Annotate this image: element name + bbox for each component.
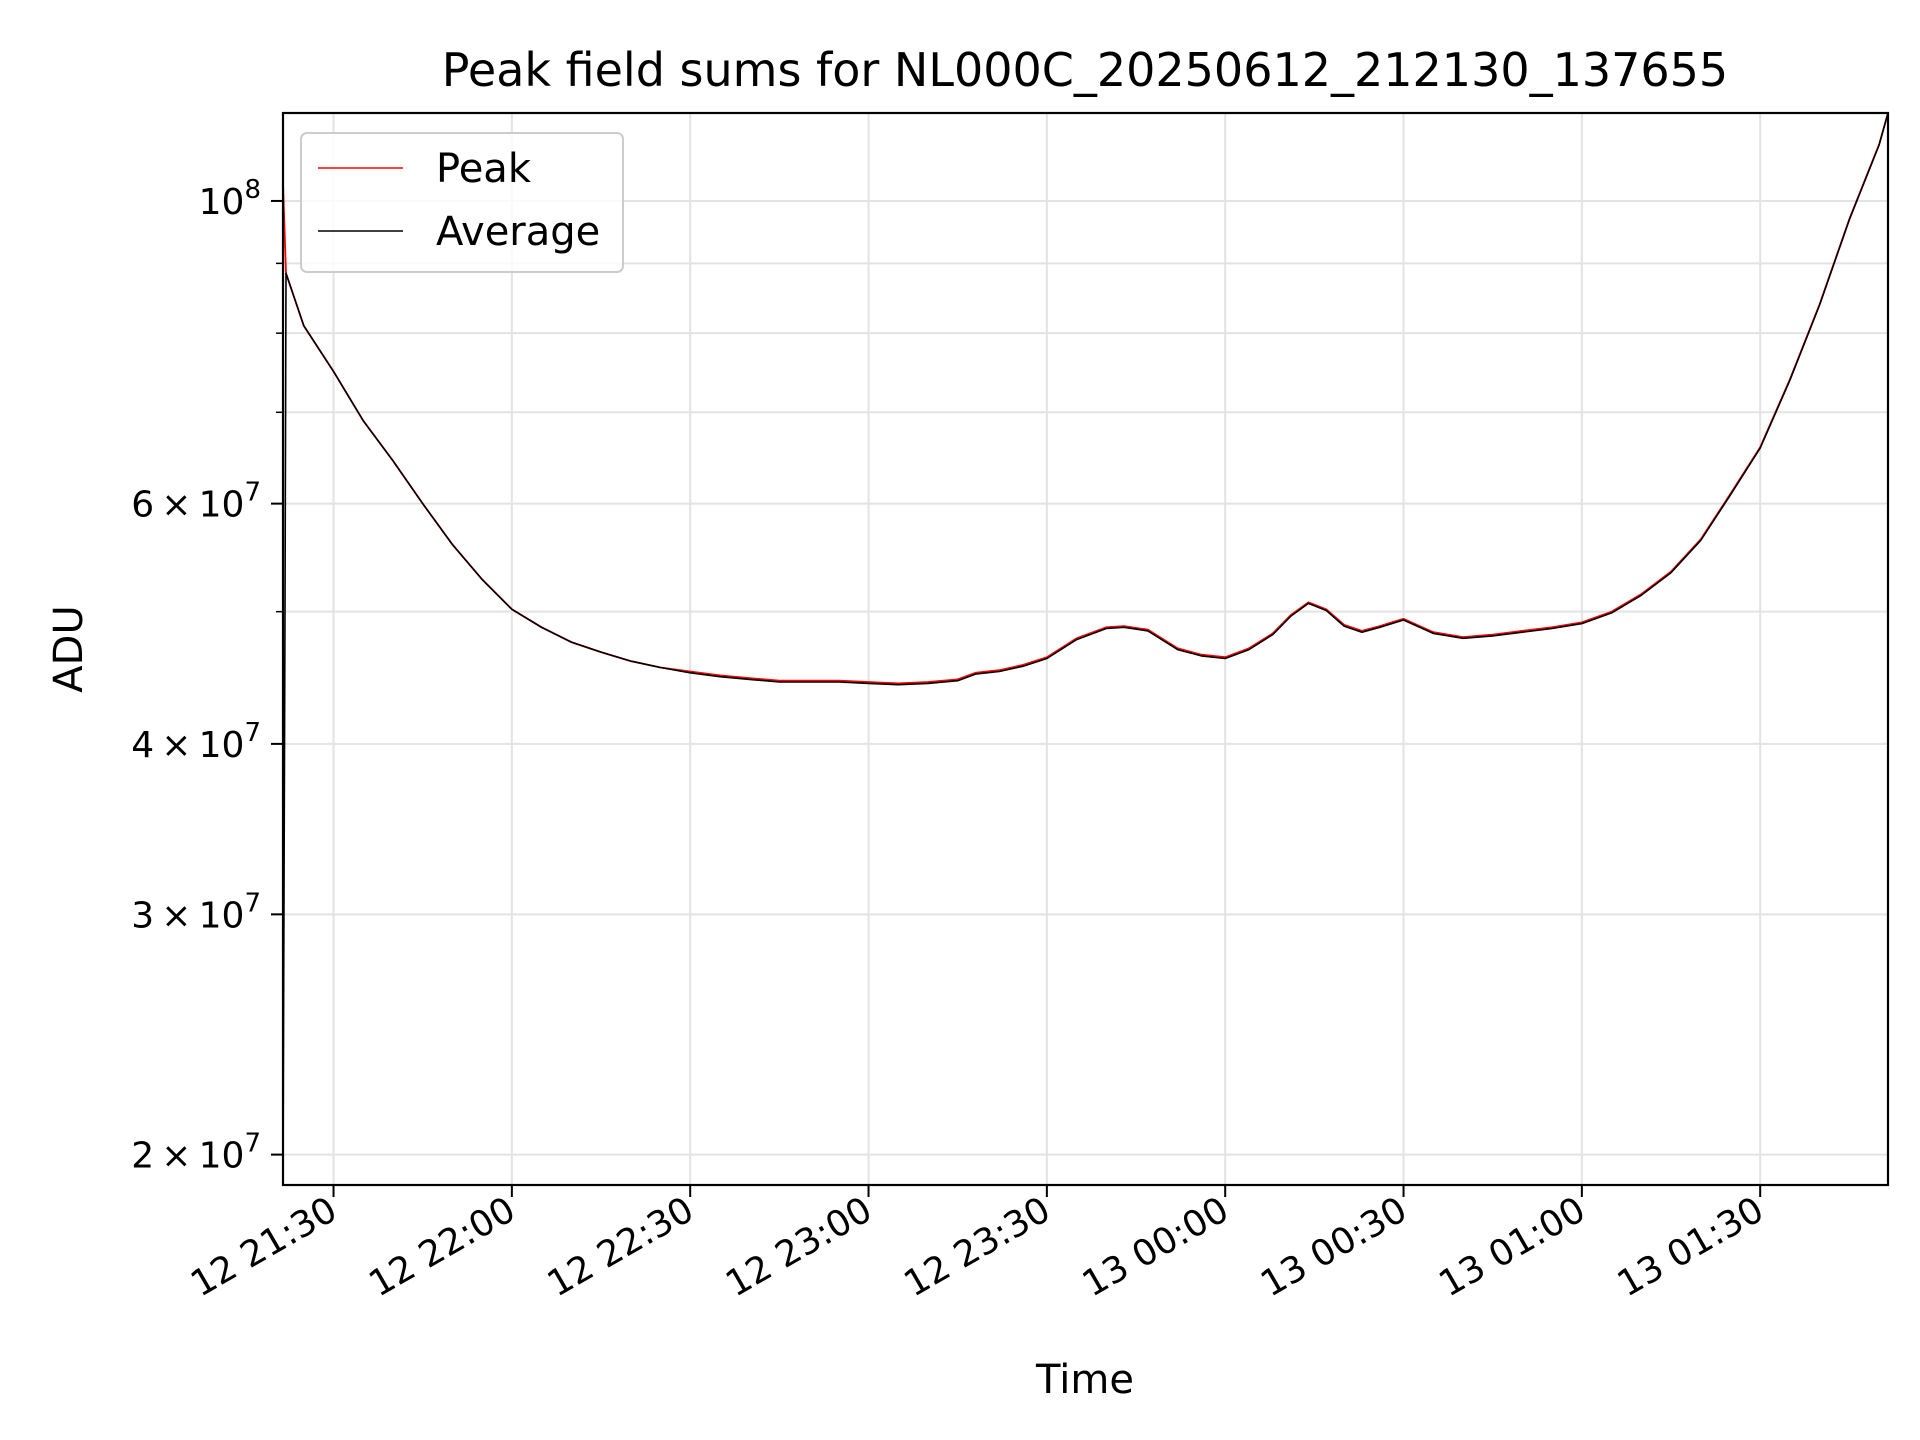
legend-label-peak: Peak xyxy=(436,146,532,192)
y-axis-label: ADU xyxy=(46,605,92,692)
plot-frame xyxy=(281,111,1890,1187)
legend-label-average: Average xyxy=(436,209,600,255)
grid xyxy=(283,113,1888,1185)
series-line-average xyxy=(283,113,1888,1185)
y-tick-label: 4 × 107 xyxy=(131,718,261,766)
y-tick-label: 6 × 107 xyxy=(131,478,261,526)
chart-title: Peak field sums for NL000C_20250612_2121… xyxy=(442,43,1728,97)
y-tick-label: 2 × 107 xyxy=(131,1129,261,1177)
series-lines xyxy=(283,113,1888,1185)
x-axis-label: Time xyxy=(1035,1357,1134,1403)
y-axis-ticks: 108 6 × 107 4 × 107 3 × 107 2 × 107 xyxy=(131,175,283,1177)
y-tick-label: 3 × 107 xyxy=(131,888,261,936)
y-tick-label: 108 xyxy=(199,175,261,223)
legend: Peak Average xyxy=(300,132,624,273)
